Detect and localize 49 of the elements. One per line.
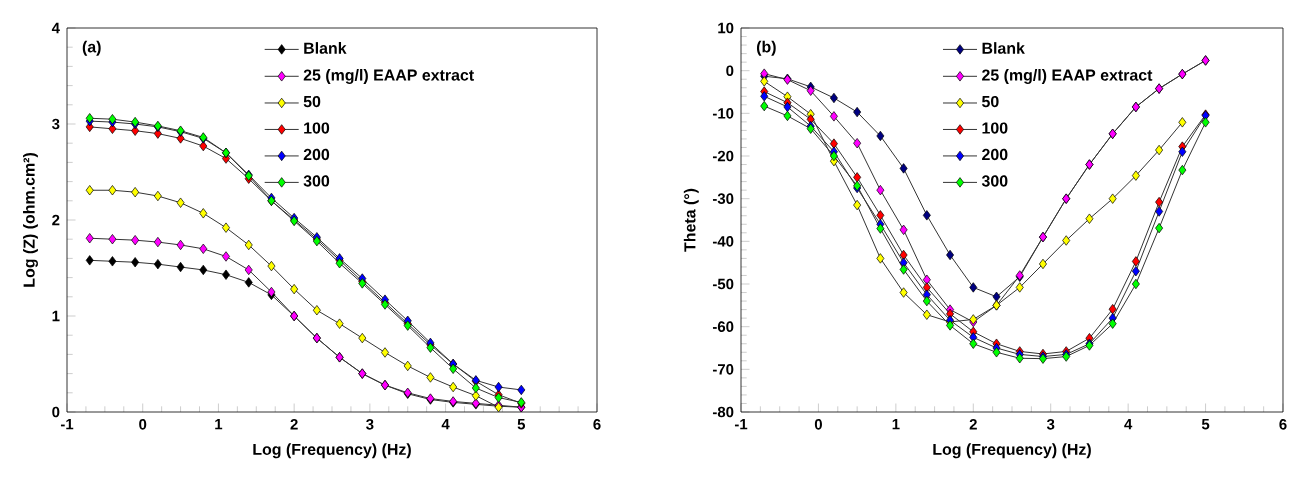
y-tick-label: 2: [52, 214, 60, 226]
x-tick-label: 3: [1046, 419, 1055, 430]
y-tick-label: -50: [712, 278, 734, 290]
legend-label: 200: [982, 148, 1008, 161]
legend-label: 300: [303, 175, 330, 187]
legend-label: 300: [981, 175, 1008, 187]
y-tick-label: -10: [712, 108, 734, 119]
x-tick-label: 2: [969, 419, 977, 430]
y-tick-label: -20: [712, 150, 734, 162]
x-tick-label: 6: [593, 419, 601, 430]
x-tick-label: 4: [1124, 419, 1133, 430]
legend-label: 25 (mg/l) EAAP extract: [303, 69, 474, 84]
y-tick-label: -30: [712, 193, 734, 204]
legend-label: 50: [303, 95, 321, 108]
x-tick-label: 5: [1201, 419, 1210, 430]
y-tick-label: -80: [712, 406, 734, 418]
legend-label: Blank: [982, 42, 1025, 54]
x-tick-label: 1: [892, 419, 900, 430]
annotation: (b): [756, 40, 776, 56]
x-axis-title: Log (Frequency) (Hz): [933, 443, 1091, 459]
y-tick-label: 1: [52, 310, 60, 322]
legend-label: 100: [982, 122, 1008, 134]
x-tick-label: -1: [734, 419, 748, 430]
annotation: (a): [82, 40, 101, 56]
y-tick-label: 0: [52, 406, 60, 418]
x-tick-label: 5: [517, 419, 526, 430]
y-axis-title: Log (Z) (ohm.cm²): [23, 153, 38, 287]
y-tick-label: -40: [712, 236, 734, 247]
y-tick-label: 4: [51, 22, 60, 34]
x-tick-label: 0: [139, 419, 147, 430]
y-tick-label: 10: [718, 22, 734, 34]
x-axis-title: Log (Frequency) (Hz): [253, 443, 411, 459]
x-tick-label: -1: [60, 419, 74, 430]
x-tick-label: 6: [1279, 419, 1287, 430]
x-tick-label: 2: [290, 419, 298, 430]
legend-label: 100: [304, 122, 330, 134]
x-tick-label: 4: [441, 419, 450, 430]
legend-label: Blank: [304, 42, 347, 54]
y-tick-label: -70: [712, 364, 734, 375]
y-tick-label: 3: [51, 118, 60, 130]
legend-label: 50: [982, 95, 999, 108]
y-axis-title: Theta (°): [683, 188, 699, 252]
legend-label: 25 (mg/l) EAAP extract: [982, 69, 1153, 84]
y-tick-label: 0: [726, 65, 734, 76]
legend-label: 200: [303, 148, 330, 161]
x-tick-label: 0: [814, 419, 822, 430]
x-tick-label: 3: [366, 419, 374, 430]
x-tick-label: 1: [215, 419, 223, 430]
y-tick-label: -60: [712, 321, 734, 332]
